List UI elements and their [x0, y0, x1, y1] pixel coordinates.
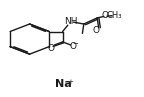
Text: O: O [70, 42, 77, 51]
Text: Na: Na [55, 79, 72, 89]
Text: O: O [92, 26, 99, 35]
Text: −: − [73, 41, 78, 47]
Text: O: O [102, 11, 109, 20]
Text: +: + [67, 79, 73, 85]
Text: CH₃: CH₃ [107, 11, 122, 20]
Text: O: O [48, 44, 55, 53]
Text: NH: NH [64, 17, 77, 26]
